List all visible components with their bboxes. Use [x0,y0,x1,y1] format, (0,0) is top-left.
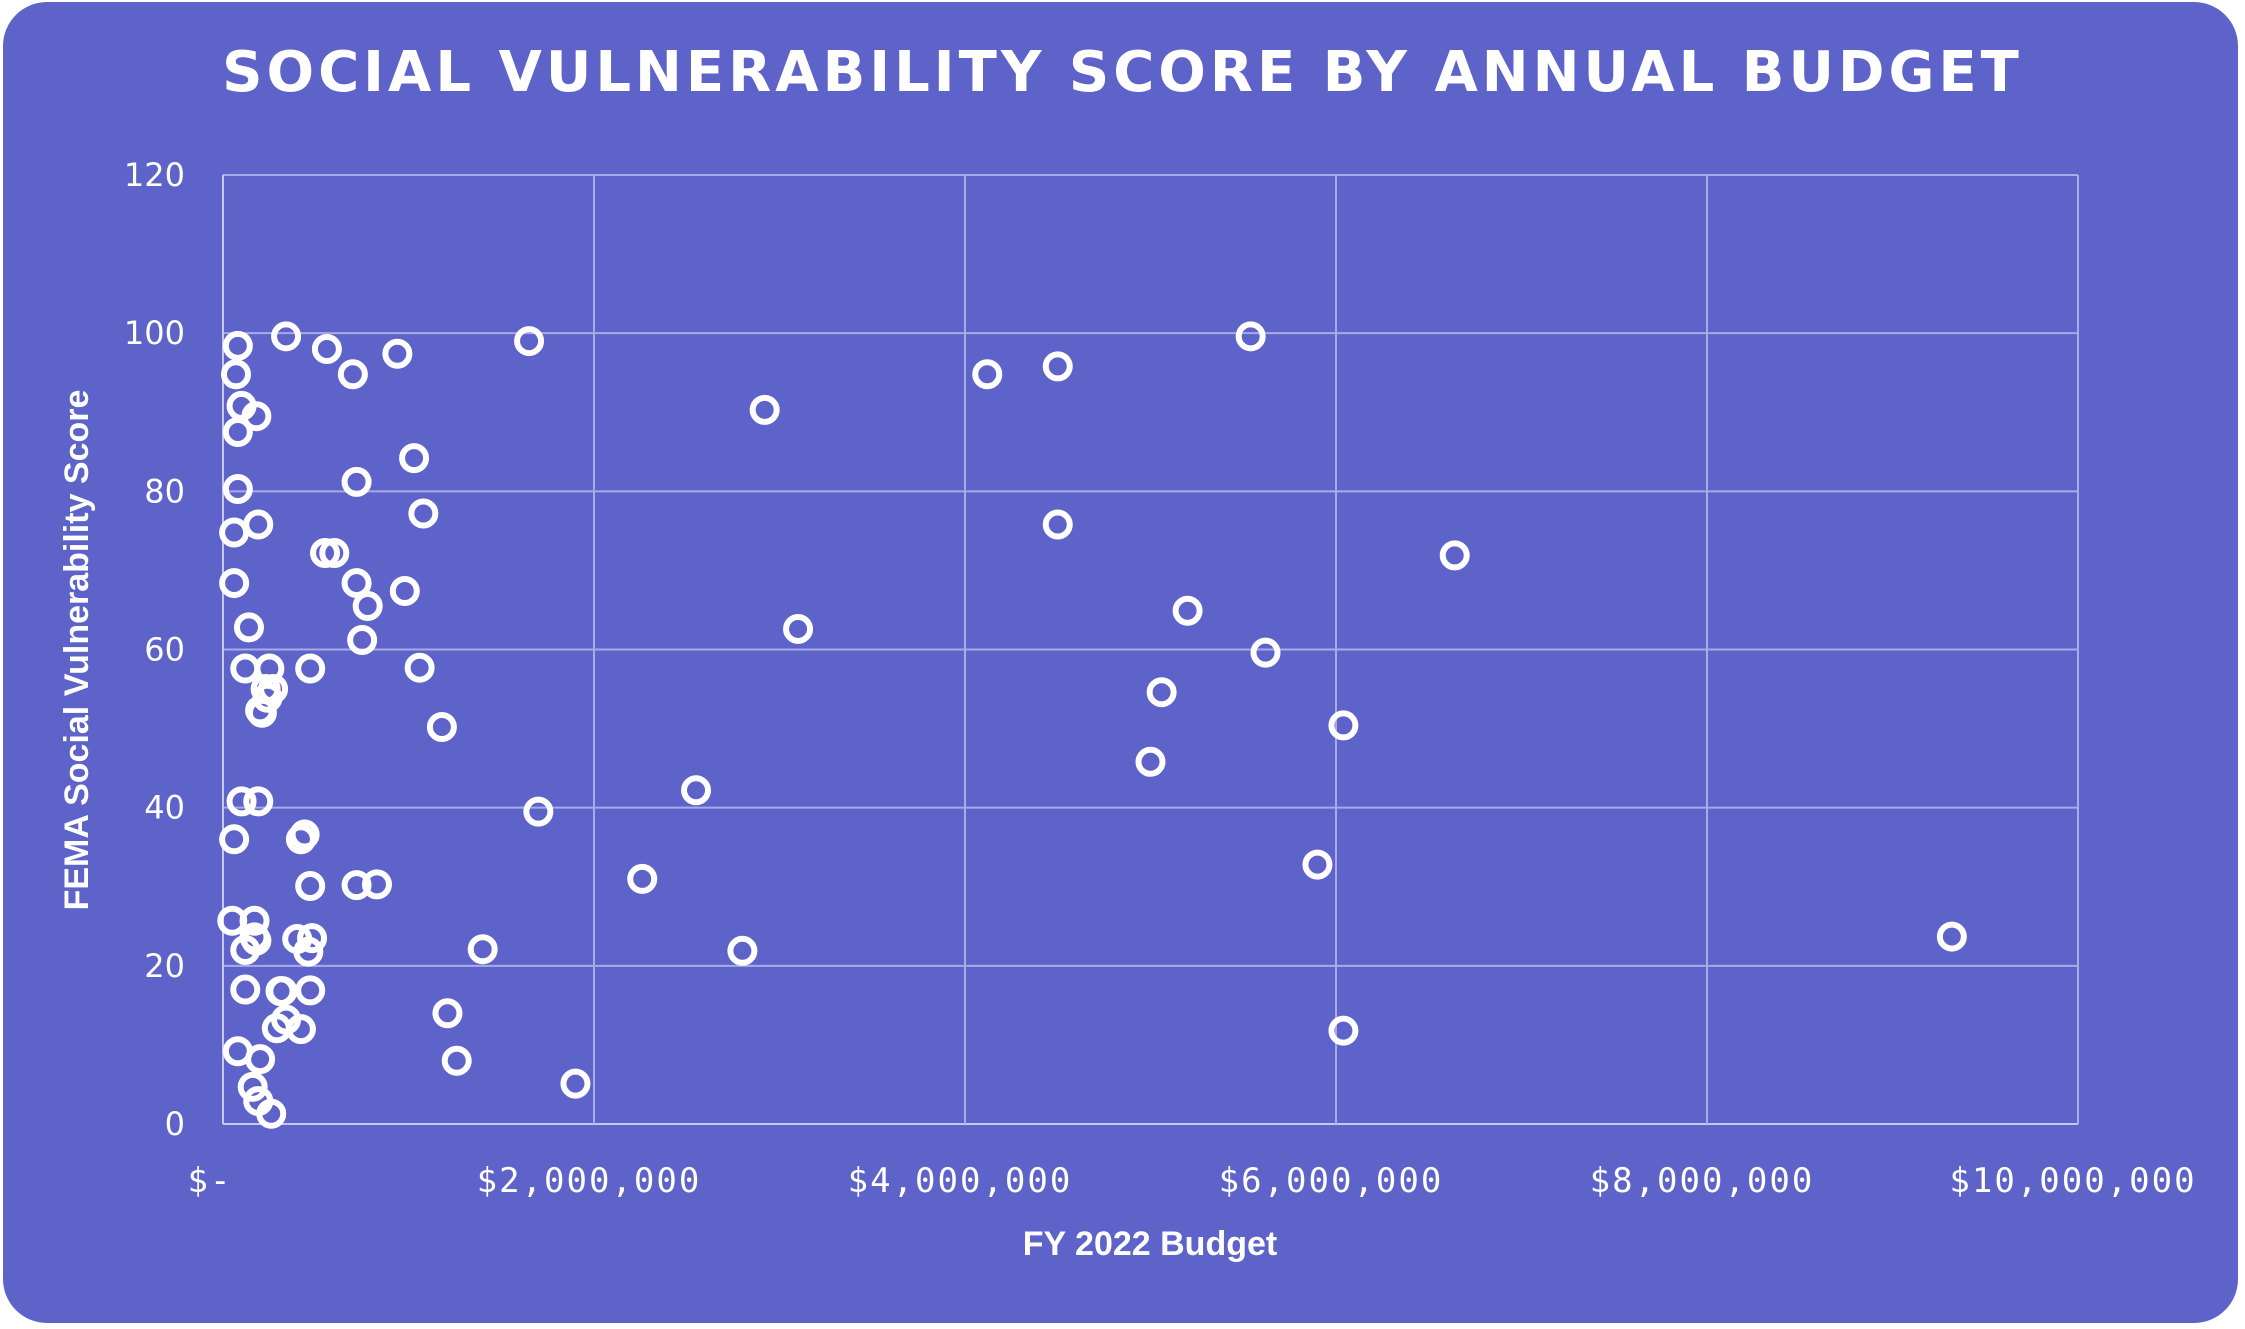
data-point [256,1098,287,1129]
data-point [467,934,498,965]
data-point [1172,595,1203,626]
data-point [361,869,392,900]
data-point [1328,710,1359,741]
gridlines [222,174,2079,1125]
data-point [258,674,289,705]
data-point [265,976,296,1007]
y-axis-tick-labels: 0 20 40 60 80 100 120 [124,156,185,1143]
x-axis-tick-labels: $- $2,000,000 $4,000,000 $6,000,000 $8,000,0… [188,1161,2196,1201]
y-axis-title: FEMA Social Vulnerability Score [58,390,96,911]
data-point [220,359,251,390]
data-points [217,321,1967,1129]
data-point [1328,1015,1359,1046]
data-point [681,775,712,806]
data-point [382,338,413,369]
x-tick-label: $- [188,1161,233,1201]
data-point [230,653,261,684]
y-tick-label: 60 [144,631,185,669]
data-point [217,905,248,936]
x-tick-label: $8,000,000 [1590,1161,1815,1201]
y-tick-label: 120 [124,156,185,194]
data-point [1936,921,1967,952]
data-point [310,538,341,569]
data-point [783,613,814,644]
data-point [241,401,272,432]
data-point [341,568,372,599]
data-point [237,1071,268,1102]
data-point [399,443,430,474]
data-point [297,923,328,954]
data-point [243,509,274,540]
y-tick-label: 100 [124,314,185,352]
data-point [347,625,378,656]
data-point [560,1068,591,1099]
data-point [246,697,277,728]
data-point [352,591,383,622]
data-point [1302,849,1333,880]
data-point [230,974,261,1005]
chart-title: SOCIAL VULNERABILITY SCORE BY ANNUAL BUD… [222,40,2023,105]
data-point [341,466,372,497]
y-tick-label: 80 [144,472,185,510]
data-point [523,796,554,827]
data-point [226,786,257,817]
x-tick-label: $10,000,000 [1949,1161,2196,1201]
data-point [295,653,326,684]
data-point [514,326,545,357]
data-point [319,538,350,569]
chart-card [3,2,2238,1323]
data-point [341,870,372,901]
data-point [1146,677,1177,708]
data-point [233,612,264,643]
data-point [245,1044,276,1075]
data-point [1439,540,1470,571]
data-point [271,321,302,352]
data-point [727,935,758,966]
x-axis-title: FY 2022 Budget [1023,1225,1277,1263]
y-tick-label: 20 [144,947,185,985]
data-point [1235,321,1266,352]
x-tick-label: $6,000,000 [1219,1161,1444,1201]
data-point [337,359,368,390]
data-point [293,936,324,967]
data-point [285,1014,316,1045]
data-point [1042,509,1073,540]
data-point [404,652,435,683]
data-point [289,819,320,850]
y-tick-label: 0 [165,1105,185,1143]
data-point [230,935,261,966]
data-point [243,786,274,817]
data-point [408,498,439,529]
data-point [295,975,326,1006]
data-point [627,863,658,894]
x-tick-label: $4,000,000 [848,1161,1073,1201]
data-point [295,870,326,901]
data-point [311,333,342,364]
data-point [389,575,420,606]
data-point [432,998,463,1029]
data-point [749,394,780,425]
data-point [219,824,250,855]
data-point [222,330,253,361]
data-point [219,568,250,599]
data-point [426,712,457,743]
y-tick-label: 40 [144,789,185,827]
data-point [1042,351,1073,382]
data-point [1250,637,1281,668]
data-point [219,517,250,548]
data-point [222,473,253,504]
data-point [972,359,1003,390]
x-tick-label: $2,000,000 [477,1161,702,1201]
data-point [441,1045,472,1076]
data-point [1135,746,1166,777]
